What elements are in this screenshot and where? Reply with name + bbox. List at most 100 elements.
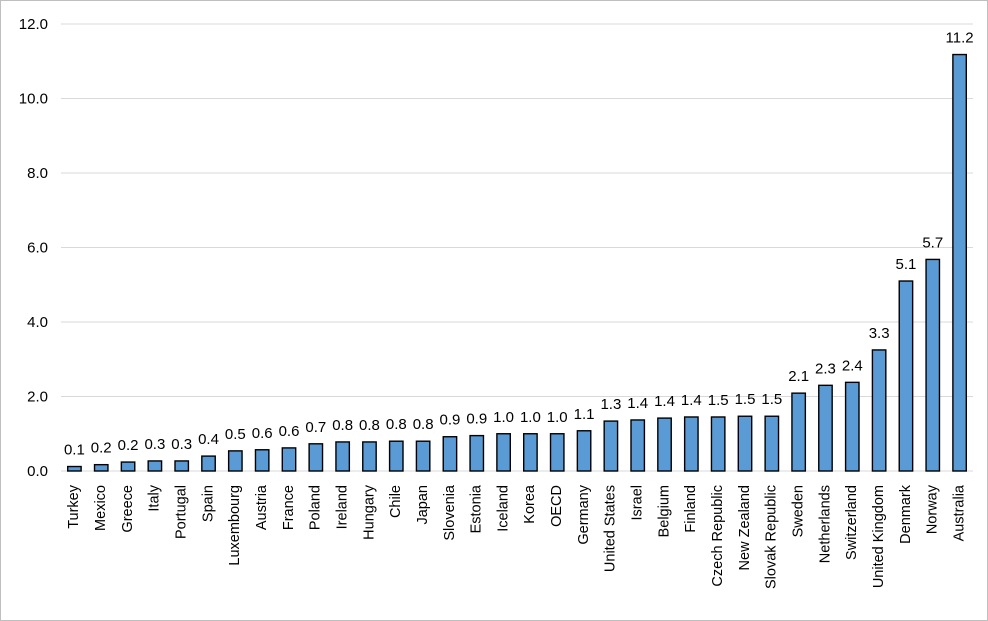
bar (388, 440, 404, 472)
category-label: Czech Republic (710, 485, 726, 587)
data-label: 1.5 (735, 391, 756, 408)
category-label: Luxembourg (227, 485, 243, 566)
bar (147, 460, 163, 472)
data-label: 5.7 (922, 234, 943, 251)
data-label: 1.5 (761, 391, 782, 408)
y-tick-label: 10.0 (19, 91, 48, 108)
y-tick-label: 8.0 (27, 165, 48, 182)
category-label: Turkey (66, 484, 82, 529)
bar (630, 419, 646, 472)
category-label: Mexico (93, 485, 109, 531)
y-tick-label: 12.0 (19, 16, 48, 33)
category-label: United Kingdom (871, 485, 887, 588)
category-label: Japan (415, 485, 431, 525)
bar (952, 53, 967, 472)
category-label: OECD (549, 485, 565, 527)
gridlines (61, 23, 973, 472)
bar (227, 450, 243, 472)
bars (67, 53, 967, 472)
category-label: Switzerland (844, 485, 860, 560)
bar (67, 465, 82, 472)
bar (415, 440, 431, 472)
bar (254, 449, 270, 472)
data-label: 0.8 (332, 417, 353, 434)
bar (308, 443, 324, 472)
data-label: 11.2 (946, 30, 974, 47)
data-label: 5.1 (896, 256, 917, 273)
bar (496, 433, 511, 472)
data-labels: 0.1 0.2 0.2 0.3 0.3 0.4 0.5 0.6 0.6 0.7 0.8 0.8 0.8 0… (64, 30, 974, 459)
data-label: 1.0 (493, 409, 514, 426)
category-label: Denmark (898, 484, 914, 544)
bar (201, 455, 216, 472)
bar (657, 417, 672, 472)
bar (871, 349, 887, 472)
y-tick-label: 2.0 (27, 389, 48, 406)
data-label: 0.6 (252, 425, 273, 442)
data-label: 0.2 (91, 440, 112, 457)
data-label: 0.8 (359, 417, 380, 434)
bar (764, 415, 780, 472)
data-label: 1.4 (681, 392, 702, 409)
category-label: Norway (925, 484, 941, 534)
y-axis-tick-labels: 0.0 2.0 4.0 6.0 8.0 10.0 12.0 (19, 16, 48, 480)
category-label: Australia (951, 484, 967, 541)
category-label: Netherlands (817, 485, 833, 563)
bar (791, 392, 807, 472)
data-label: 0.9 (440, 412, 461, 429)
data-label: 0.2 (118, 437, 139, 454)
category-label: Chile (388, 485, 404, 518)
category-label: Slovak Republic (764, 485, 780, 589)
category-label: France (281, 485, 297, 530)
category-label: Finland (683, 485, 699, 533)
category-label: Austria (254, 484, 270, 530)
data-label: 0.9 (466, 411, 487, 428)
category-label: Estonia (469, 484, 485, 533)
category-label: Slovenia (442, 484, 458, 541)
data-label: 1.0 (547, 409, 568, 426)
data-label: 1.0 (520, 409, 541, 426)
category-label: Sweden (790, 485, 806, 537)
bar (844, 381, 860, 472)
bar (93, 463, 109, 472)
data-label: 1.4 (627, 395, 648, 412)
data-label: 0.1 (64, 442, 85, 459)
bar (362, 441, 377, 472)
y-tick-label: 0.0 (27, 463, 48, 480)
data-label: 0.4 (198, 431, 219, 448)
category-label: Spain (200, 485, 216, 522)
bar (683, 416, 699, 472)
category-label: Iceland (495, 485, 511, 532)
bar (523, 433, 538, 472)
data-label: 3.3 (869, 325, 890, 342)
data-label: 0.3 (144, 436, 165, 453)
bar (469, 434, 485, 472)
data-label: 0.6 (279, 423, 300, 440)
bar (925, 258, 941, 472)
category-label: Poland (308, 485, 324, 530)
bar (335, 441, 351, 472)
data-label: 0.7 (305, 419, 326, 436)
data-label: 0.8 (413, 416, 434, 433)
bar (898, 280, 914, 472)
data-label: 2.3 (815, 360, 836, 377)
category-label: United States (603, 485, 619, 572)
category-label: Hungary (361, 484, 377, 540)
bar (603, 420, 619, 472)
data-label: 2.1 (788, 368, 809, 385)
data-label: 1.1 (574, 406, 595, 423)
data-label: 0.3 (171, 436, 192, 453)
bar (576, 430, 592, 472)
y-tick-label: 4.0 (27, 314, 48, 331)
data-label: 2.4 (842, 357, 863, 374)
data-label: 1.3 (600, 396, 621, 413)
category-label: Germany (576, 484, 592, 544)
category-label: Italy (147, 484, 163, 511)
data-label: 0.5 (225, 426, 246, 443)
category-label: New Zealand (737, 485, 753, 570)
data-label: 1.4 (654, 393, 675, 410)
category-label: Israel (630, 485, 646, 520)
y-tick-label: 6.0 (27, 240, 48, 257)
bar (549, 433, 565, 472)
